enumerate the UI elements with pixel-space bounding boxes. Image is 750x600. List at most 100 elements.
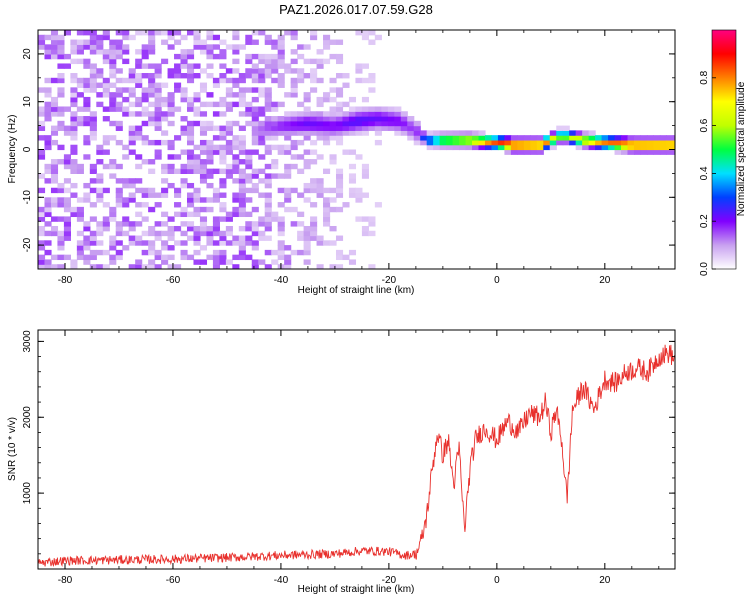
spectrogram-cell — [199, 39, 208, 45]
spectrogram-cell — [335, 116, 344, 122]
spectrogram-cell — [76, 211, 84, 218]
spectrogram-y-axis: -20 -10 0 10 20 — [22, 29, 675, 270]
spectrogram-cell — [381, 125, 389, 131]
spectrogram-cell — [76, 230, 84, 237]
spectrogram-cell — [284, 111, 292, 117]
spectrogram-cell — [76, 116, 84, 122]
spectrogram-cell — [407, 125, 415, 131]
spectrogram-cell — [264, 225, 272, 232]
spectrogram-cell — [348, 111, 357, 117]
spectrogram-cell — [465, 130, 473, 136]
spectrogram-cell — [193, 249, 201, 256]
spectrogram-x-label: Height of straight line (km) — [298, 285, 415, 296]
spectrogram-cell — [478, 144, 486, 151]
spectrogram-cell — [83, 135, 91, 141]
spectrogram-cell — [83, 44, 91, 50]
spectrogram-cell — [368, 125, 376, 131]
spectrogram-cell — [89, 163, 97, 170]
spectrogram-cell — [83, 39, 91, 45]
spectrogram-cell — [89, 240, 97, 246]
spectrogram-cell — [225, 144, 233, 151]
spectrogram-cell — [70, 144, 78, 151]
spectrogram-cell — [452, 144, 460, 151]
spectrogram-cell — [264, 163, 272, 170]
spectrogram-cell — [232, 68, 240, 74]
spectrogram-cell — [303, 130, 311, 136]
spectrogram-cell — [135, 240, 143, 246]
spectrogram-cell — [368, 39, 376, 45]
spectrogram-cell — [225, 225, 233, 232]
spectrogram-cell — [148, 87, 156, 93]
spectrogram-cell — [167, 120, 175, 127]
snr-x-tick-label: 20 — [599, 575, 611, 586]
spectrogram-cell — [368, 30, 376, 36]
spectrogram-cell — [89, 87, 97, 93]
spectrogram-cell — [504, 149, 512, 155]
spectrogram-cell — [342, 101, 350, 108]
spectrogram-cell — [672, 144, 675, 151]
spectrogram-cell — [122, 178, 130, 184]
spectrogram-cell — [219, 49, 227, 55]
spectrogram-cell — [264, 106, 272, 112]
snr-x-tick-label: -80 — [58, 575, 73, 586]
spectrogram-cell — [297, 221, 305, 227]
spectrogram-cell — [258, 259, 266, 265]
spectrogram-cell — [439, 139, 447, 146]
spectrogram-cell — [374, 34, 382, 41]
spectrogram-cell — [115, 249, 123, 256]
spectrogram-cell — [251, 30, 259, 36]
spectrogram-cell — [271, 173, 279, 179]
spectrogram-cell — [258, 125, 266, 131]
spectrogram-cell — [303, 259, 311, 265]
spectrogram-cell — [180, 254, 188, 261]
spectrogram-cell — [543, 135, 551, 141]
spectrogram-cell — [109, 44, 117, 50]
spectrogram-cell — [335, 125, 344, 131]
spectrogram-cell — [193, 197, 201, 203]
spectrogram-cell — [83, 106, 91, 112]
snr-x-tick-label: -20 — [382, 575, 397, 586]
spectrogram-cell — [174, 211, 182, 218]
spectrogram-cell — [219, 39, 227, 45]
spectrogram-cell — [284, 264, 292, 269]
spectrogram-cell — [536, 135, 544, 141]
spectrogram-cell — [258, 120, 266, 127]
spectrogram-cell — [335, 106, 344, 112]
spectrogram-cell — [264, 96, 272, 103]
spectrogram-cell — [225, 139, 233, 146]
spectrogram-cell — [608, 139, 616, 146]
spectrogram-cell — [148, 39, 156, 45]
spectrogram-cell — [271, 130, 279, 136]
spectrogram-cell — [161, 163, 169, 170]
spectrogram-cell — [193, 92, 201, 98]
spectrogram-cell — [329, 125, 337, 131]
spectrogram-cell — [640, 149, 648, 155]
spectrogram-cell — [303, 240, 311, 246]
spectrogram-cell — [38, 225, 46, 232]
spectrogram-cell — [310, 225, 318, 232]
spectrogram-cell — [83, 116, 91, 122]
spectrogram-cell — [277, 254, 285, 261]
spectrogram-cell — [148, 120, 156, 127]
spectrogram-cell — [38, 211, 46, 218]
spectrogram-cell — [264, 34, 272, 41]
spectrogram-cell — [245, 39, 253, 45]
spectrogram-cell — [70, 116, 78, 122]
spectrogram-cell — [303, 44, 311, 50]
spectrogram-cell — [614, 144, 622, 151]
spectrogram-cell — [57, 125, 65, 131]
spectrogram-cell — [70, 168, 78, 174]
spectrogram-cell — [238, 96, 246, 103]
spectrogram-cell — [193, 259, 201, 265]
spectrogram-cell — [63, 187, 71, 194]
spectrogram-cell — [381, 106, 389, 112]
spectrogram-cell — [225, 77, 233, 84]
spectrogram-cell — [193, 34, 201, 41]
spectrogram-panel: -80 -60 -40 -20 0 20 -20 -10 0 10 20 Height of st… — [7, 29, 676, 296]
spectrogram-cell — [258, 111, 266, 117]
spectrogram-cell — [517, 144, 525, 151]
spectrogram-cell — [70, 135, 78, 141]
spectrogram-cell — [89, 178, 97, 184]
spectrogram-cell — [251, 111, 259, 117]
spectrogram-cell — [128, 87, 136, 93]
